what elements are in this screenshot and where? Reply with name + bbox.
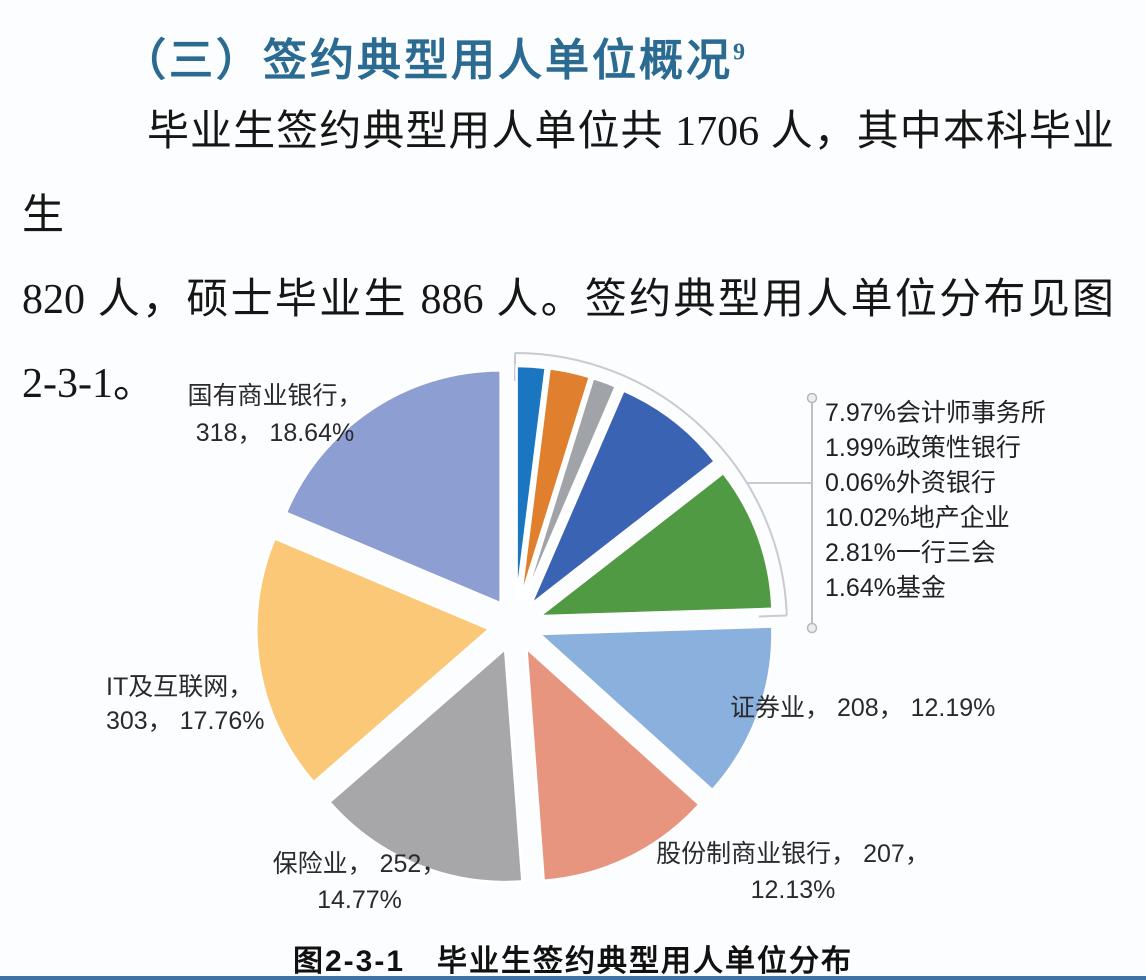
paragraph-line-2: 820 人，硕士毕业生 886 人。签约典型用人单位分布见图 <box>22 277 1114 323</box>
pie-slice-policy-banks <box>515 364 547 601</box>
label-state-owned-banks: 国有商业银行， 318， 18.64% <box>150 378 400 452</box>
callout-item-regulators: 2.81%一行三会 <box>825 539 996 567</box>
paragraph-line-1: 毕业生签约典型用人单位共 1706 人，其中本科毕业生 <box>22 109 1114 239</box>
pie-slice-foreign-banks <box>524 385 620 603</box>
callout-arc-end-tick <box>758 614 787 618</box>
figure-caption: 图2-3-1 毕业生签约典型用人单位分布 <box>292 945 854 978</box>
pie-slice-accounting-firms <box>529 389 717 606</box>
label-insurance-line1: 保险业， 252， <box>272 850 447 878</box>
label-securities: 证券业， 208， 12.19% <box>730 694 996 722</box>
pie-slice-real-estate <box>538 471 774 618</box>
small-slices-callout-list: 7.97%会计师事务所 1.99%政策性银行 0.06%外资银行 10.02%地… <box>825 396 1046 606</box>
label-it-internet: IT及互联网， 303， 17.76% <box>106 670 264 738</box>
label-insurance: 保险业， 252， 14.77% <box>252 846 467 918</box>
page-bottom-border <box>0 976 1146 980</box>
callout-arc <box>514 352 788 616</box>
label-it-internet-line2: 303， 17.76% <box>106 707 265 735</box>
label-joint-stock-banks-line2: 12.13% <box>750 876 836 904</box>
pie-chart <box>255 352 818 884</box>
footnote-marker: 9 <box>733 39 745 66</box>
section-heading: （三）签约典型用人单位概况9 <box>122 24 745 88</box>
callout-item-accounting-firms: 7.97%会计师事务所 <box>825 399 1046 427</box>
callout-group <box>514 352 818 634</box>
callout-bracket-top-handle <box>806 392 818 404</box>
callout-item-foreign-banks: 0.06%外资银行 <box>825 469 996 497</box>
pie-slice-state-owned-banks <box>284 369 502 605</box>
label-state-owned-banks-line1: 国有商业银行， <box>187 382 363 410</box>
paragraph-line-3: 2-3-1。 <box>22 361 155 407</box>
callout-item-policy-banks: 1.99%政策性银行 <box>825 434 1021 462</box>
label-joint-stock-banks-line1: 股份制商业银行， 207， <box>656 840 930 868</box>
pie-slice-insurance <box>328 647 524 884</box>
pie-slice-securities <box>538 625 774 792</box>
label-insurance-line2: 14.77% <box>317 886 402 914</box>
pie-slice-it-internet <box>255 537 491 784</box>
section-heading-text: （三）签约典型用人单位概况 <box>122 36 733 85</box>
label-it-internet-line1: IT及互联网， <box>106 673 254 701</box>
callout-item-real-estate: 10.02%地产企业 <box>825 504 1010 532</box>
callout-item-funds: 1.64%基金 <box>825 574 946 602</box>
pie-slice-regulators <box>519 367 591 601</box>
body-paragraph: 毕业生签约典型用人单位共 1706 人，其中本科毕业生 820 人，硕士毕业生 … <box>22 90 1114 426</box>
pie-slice-funds <box>522 376 617 602</box>
pie-slices-group <box>255 364 774 884</box>
label-state-owned-banks-line2: 318， 18.64% <box>195 419 355 447</box>
pie-slice-joint-stock-banks <box>525 647 701 882</box>
label-joint-stock-banks: 股份制商业银行， 207， 12.13% <box>628 836 958 908</box>
callout-bracket-bottom-handle <box>806 622 818 634</box>
